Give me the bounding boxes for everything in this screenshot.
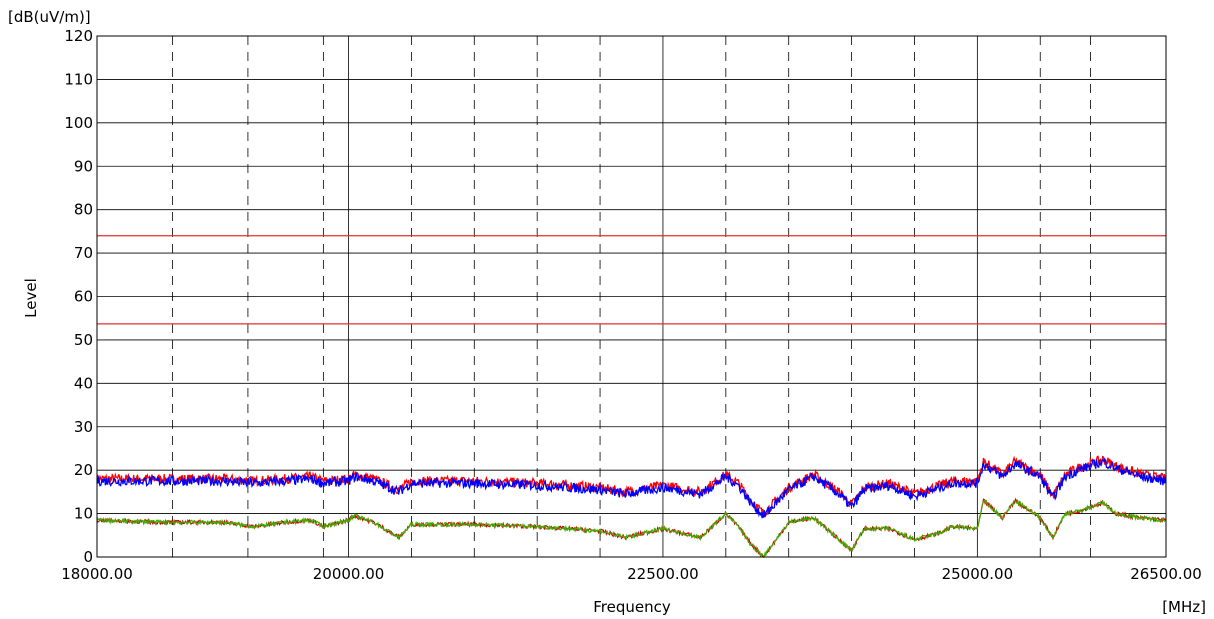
y-tick-3: 30: [74, 418, 93, 436]
series-trace-2: [96, 497, 1167, 558]
y-tick-7: 70: [74, 244, 93, 262]
y-tick-1: 10: [74, 505, 93, 523]
y-unit-label: [dB(uV/m)]: [8, 8, 91, 26]
series-trace-3: [96, 499, 1167, 558]
y-tick-8: 80: [74, 201, 93, 219]
x-tick-4: 26500.00: [1130, 565, 1202, 583]
plot-frame: [96, 35, 1167, 558]
y-tick-5: 50: [74, 331, 93, 349]
series-traces: [96, 455, 1167, 558]
tick-labels: 0 10 20 30 40 50 60 70 80 90 100 110 120 18000.00 2000…: [61, 27, 1202, 583]
y-tick-0: 0: [83, 548, 93, 566]
y-tick-10: 100: [64, 114, 93, 132]
y-tick-12: 120: [64, 27, 93, 45]
y-tick-6: 60: [74, 288, 93, 306]
y-tick-9: 90: [74, 157, 93, 175]
x-tick-2: 22500.00: [627, 565, 699, 583]
y-tick-2: 20: [74, 461, 93, 479]
x-tick-1: 20000.00: [313, 565, 385, 583]
y-axis-title: Level: [22, 278, 40, 318]
x-axis-title: Frequency: [593, 598, 671, 616]
x-tick-0: 18000.00: [61, 565, 133, 583]
x-unit-label: [MHz]: [1162, 598, 1206, 616]
y-tick-11: 110: [64, 70, 93, 88]
y-tick-4: 40: [74, 374, 93, 392]
x-tick-3: 25000.00: [942, 565, 1014, 583]
series-trace-0: [96, 455, 1167, 519]
limit-lines: [97, 235, 1166, 325]
series-trace-1: [96, 457, 1167, 519]
